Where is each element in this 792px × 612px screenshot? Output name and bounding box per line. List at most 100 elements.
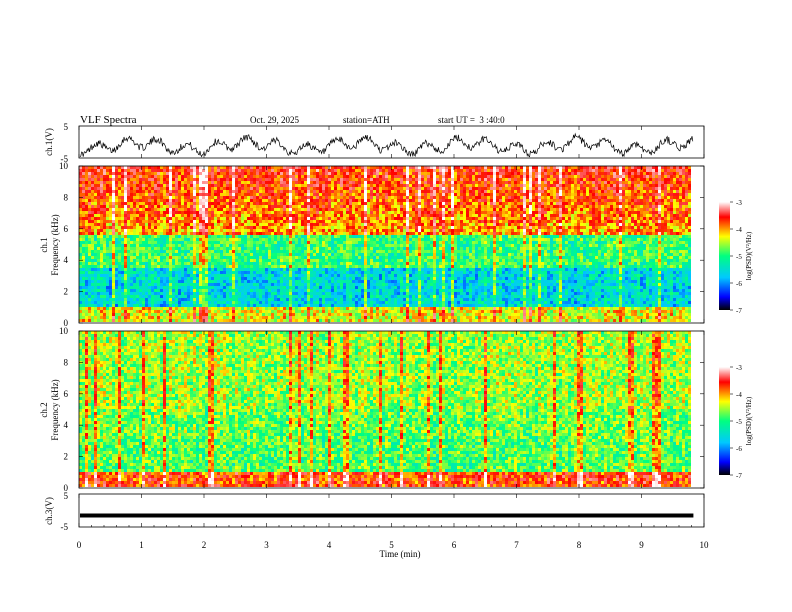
spectrogram-cell <box>154 184 157 187</box>
spectrogram-cell <box>307 175 310 178</box>
spectrogram-cell <box>676 178 679 181</box>
spectrogram-cell <box>673 187 676 190</box>
spectrogram-cell <box>298 175 301 178</box>
spectrogram-cell <box>310 235 313 238</box>
spectrogram-cell <box>646 181 649 184</box>
spectrogram-cell <box>283 166 286 169</box>
spectrogram-cell <box>607 223 610 226</box>
spectrogram-cell <box>466 196 469 199</box>
spectrogram-cell <box>646 211 649 214</box>
spectrogram-cell <box>256 205 259 208</box>
spectrogram-cell <box>661 190 664 193</box>
spectrogram-cell <box>583 175 586 178</box>
spectrogram-cell <box>463 175 466 178</box>
spectrogram-cell <box>583 220 586 223</box>
spectrogram-cell <box>577 175 580 178</box>
spectrogram-cell <box>619 214 622 217</box>
spectrogram-cell <box>271 211 274 214</box>
spectrogram-cell <box>142 175 145 178</box>
spectrogram-cell <box>607 199 610 202</box>
spectrogram-cell <box>646 172 649 175</box>
spectrogram-cell <box>595 190 598 193</box>
spectrogram-cell <box>136 238 139 241</box>
spectrogram-cell <box>109 175 112 178</box>
spectrogram-cell <box>457 190 460 193</box>
spectrogram-cell <box>673 166 676 169</box>
spectrogram-cell <box>607 205 610 208</box>
spectrogram-cell <box>385 169 388 172</box>
spectrogram-cell <box>682 172 685 175</box>
spectrogram-cell <box>670 202 673 205</box>
spectrogram-cell <box>409 181 412 184</box>
spectrogram-cell <box>286 190 289 193</box>
spectrogram-cell <box>223 211 226 214</box>
spectrogram-cell <box>178 181 181 184</box>
spectrogram-cell <box>316 235 319 238</box>
spectrogram-cell <box>628 190 631 193</box>
spectrogram-cell <box>481 205 484 208</box>
spectrogram-cell <box>130 229 133 232</box>
spectrogram-cell <box>433 235 436 238</box>
spectrogram-cell <box>307 178 310 181</box>
spectrogram-cell <box>367 226 370 229</box>
spectrogram-cell <box>157 196 160 199</box>
spectrogram-cell <box>100 181 103 184</box>
spectrogram-cell <box>586 214 589 217</box>
spectrogram-cell <box>589 202 592 205</box>
spectrogram-cell <box>295 235 298 238</box>
spectrogram-cell <box>127 166 130 169</box>
spectrogram-cell <box>151 235 154 238</box>
spectrogram-cell <box>382 193 385 196</box>
spectrogram-cell <box>664 187 667 190</box>
spectrogram-cell <box>442 217 445 220</box>
spectrogram-cell <box>409 175 412 178</box>
spectrogram-cell <box>538 208 541 211</box>
spectrogram-cell <box>487 175 490 178</box>
spectrogram-cell <box>412 235 415 238</box>
spectrogram-cell <box>319 181 322 184</box>
spectrogram-cell <box>214 181 217 184</box>
spectrogram-cell <box>91 238 94 241</box>
spectrogram-cell <box>553 190 556 193</box>
spectrogram-cell <box>661 214 664 217</box>
spectrogram-cell <box>211 175 214 178</box>
spectrogram-cell <box>181 223 184 226</box>
spectrogram-cell <box>640 172 643 175</box>
spectrogram-cell <box>199 220 202 223</box>
spectrogram-cell <box>196 178 199 181</box>
spectrogram-cell <box>88 238 91 241</box>
spectrogram-cell <box>274 196 277 199</box>
spectrogram-cell <box>634 202 637 205</box>
spectrogram-cell <box>517 196 520 199</box>
spectrogram-cell <box>382 169 385 172</box>
spectrogram-cell <box>166 238 169 241</box>
spectrogram-cell <box>310 217 313 220</box>
spectrogram-cell <box>436 232 439 235</box>
spectrogram-cell <box>319 217 322 220</box>
spectrogram-cell <box>448 196 451 199</box>
spectrogram-cell <box>346 202 349 205</box>
spectrogram-cell <box>631 196 634 199</box>
spectrogram-cell <box>151 199 154 202</box>
spectrogram-cell <box>313 202 316 205</box>
spectrogram-cell <box>280 217 283 220</box>
spectrogram-cell <box>247 172 250 175</box>
spectrogram-cell <box>376 205 379 208</box>
spectrogram-cell <box>319 223 322 226</box>
spectrogram-cell <box>133 235 136 238</box>
spectrogram-cell <box>595 211 598 214</box>
spectrogram-cell <box>208 199 211 202</box>
spectrogram-cell <box>145 199 148 202</box>
spectrogram-cell <box>589 178 592 181</box>
spectrogram-cell <box>253 169 256 172</box>
spectrogram-cell <box>439 181 442 184</box>
spectrogram-cell <box>271 214 274 217</box>
spectrogram-cell <box>454 217 457 220</box>
spectrogram-cell <box>430 202 433 205</box>
spectrogram-cell <box>586 226 589 229</box>
spectrogram-cell <box>193 214 196 217</box>
spectrogram-cell <box>436 166 439 169</box>
spectrogram-cell <box>376 202 379 205</box>
spectrogram-cell <box>595 169 598 172</box>
spectrogram-cell <box>337 184 340 187</box>
